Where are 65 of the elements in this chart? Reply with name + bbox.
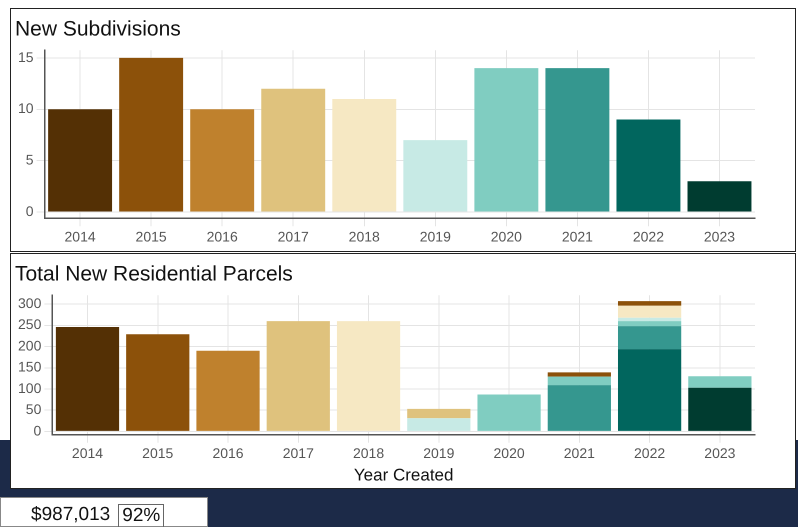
y-tick-label: 100 (18, 380, 42, 396)
bar (548, 385, 611, 431)
y-tick-label: 10 (18, 100, 34, 116)
x-tick-label: 2022 (632, 228, 664, 244)
y-tick-label: 5 (26, 152, 34, 168)
x-tick-label: 2016 (212, 445, 244, 462)
x-tick-label: 2023 (704, 228, 736, 244)
bar (56, 327, 120, 431)
x-tick-label: 2014 (64, 228, 96, 244)
chart-title: New Subdivisions (15, 17, 181, 40)
x-tick-label: 2020 (490, 228, 522, 244)
bar (266, 321, 330, 431)
x-tick-label: 2018 (352, 445, 384, 462)
x-tick-label: 2020 (493, 445, 525, 462)
bar (403, 140, 468, 212)
x-tick-label: 2018 (348, 228, 380, 244)
y-tick-label: 250 (18, 316, 42, 332)
bar (261, 88, 326, 212)
bar (616, 120, 680, 212)
bar (545, 68, 610, 212)
bar (618, 321, 682, 326)
bar (688, 388, 752, 431)
bar (477, 394, 541, 431)
bar (196, 350, 260, 431)
bar (618, 318, 682, 322)
bar (548, 372, 611, 377)
bar (126, 334, 190, 431)
y-tick-label: 15 (18, 48, 34, 65)
bar (688, 181, 752, 212)
bar (548, 376, 611, 386)
x-tick-label: 2015 (136, 228, 167, 244)
bar (618, 326, 682, 350)
x-axis-title: Year Created (354, 465, 454, 484)
x-tick-label: 2016 (206, 228, 238, 244)
chart-title: Total New Residential Parcels (15, 262, 293, 286)
y-tick-label: 50 (26, 401, 42, 418)
x-tick-label: 2017 (282, 445, 314, 462)
bar (407, 408, 470, 418)
x-tick-label: 2014 (72, 445, 104, 462)
x-tick-label: 2021 (562, 228, 594, 244)
text: 92% (118, 504, 164, 527)
bar (407, 418, 470, 431)
bar (618, 349, 682, 431)
bar (119, 58, 184, 212)
y-tick-label: 150 (18, 358, 42, 375)
bar (332, 99, 396, 212)
y-tick-label: 200 (18, 337, 42, 354)
x-tick-label: 2022 (634, 445, 666, 462)
bar (48, 109, 112, 212)
x-tick-label: 2019 (423, 445, 455, 462)
bar (474, 68, 538, 212)
bar (336, 321, 400, 431)
x-tick-label: 2017 (278, 228, 309, 244)
y-tick-label: 300 (18, 294, 42, 311)
y-tick-label: 0 (26, 202, 34, 219)
x-tick-label: 2015 (142, 445, 174, 462)
bar (688, 376, 752, 388)
y-tick-label: 0 (34, 422, 42, 438)
x-tick-label: 2019 (420, 228, 452, 244)
bar (190, 109, 254, 212)
bar (618, 306, 682, 318)
x-tick-label: 2023 (704, 445, 736, 462)
bar (618, 301, 682, 306)
x-tick-label: 2021 (564, 445, 596, 462)
text: $987,013 (31, 504, 110, 526)
